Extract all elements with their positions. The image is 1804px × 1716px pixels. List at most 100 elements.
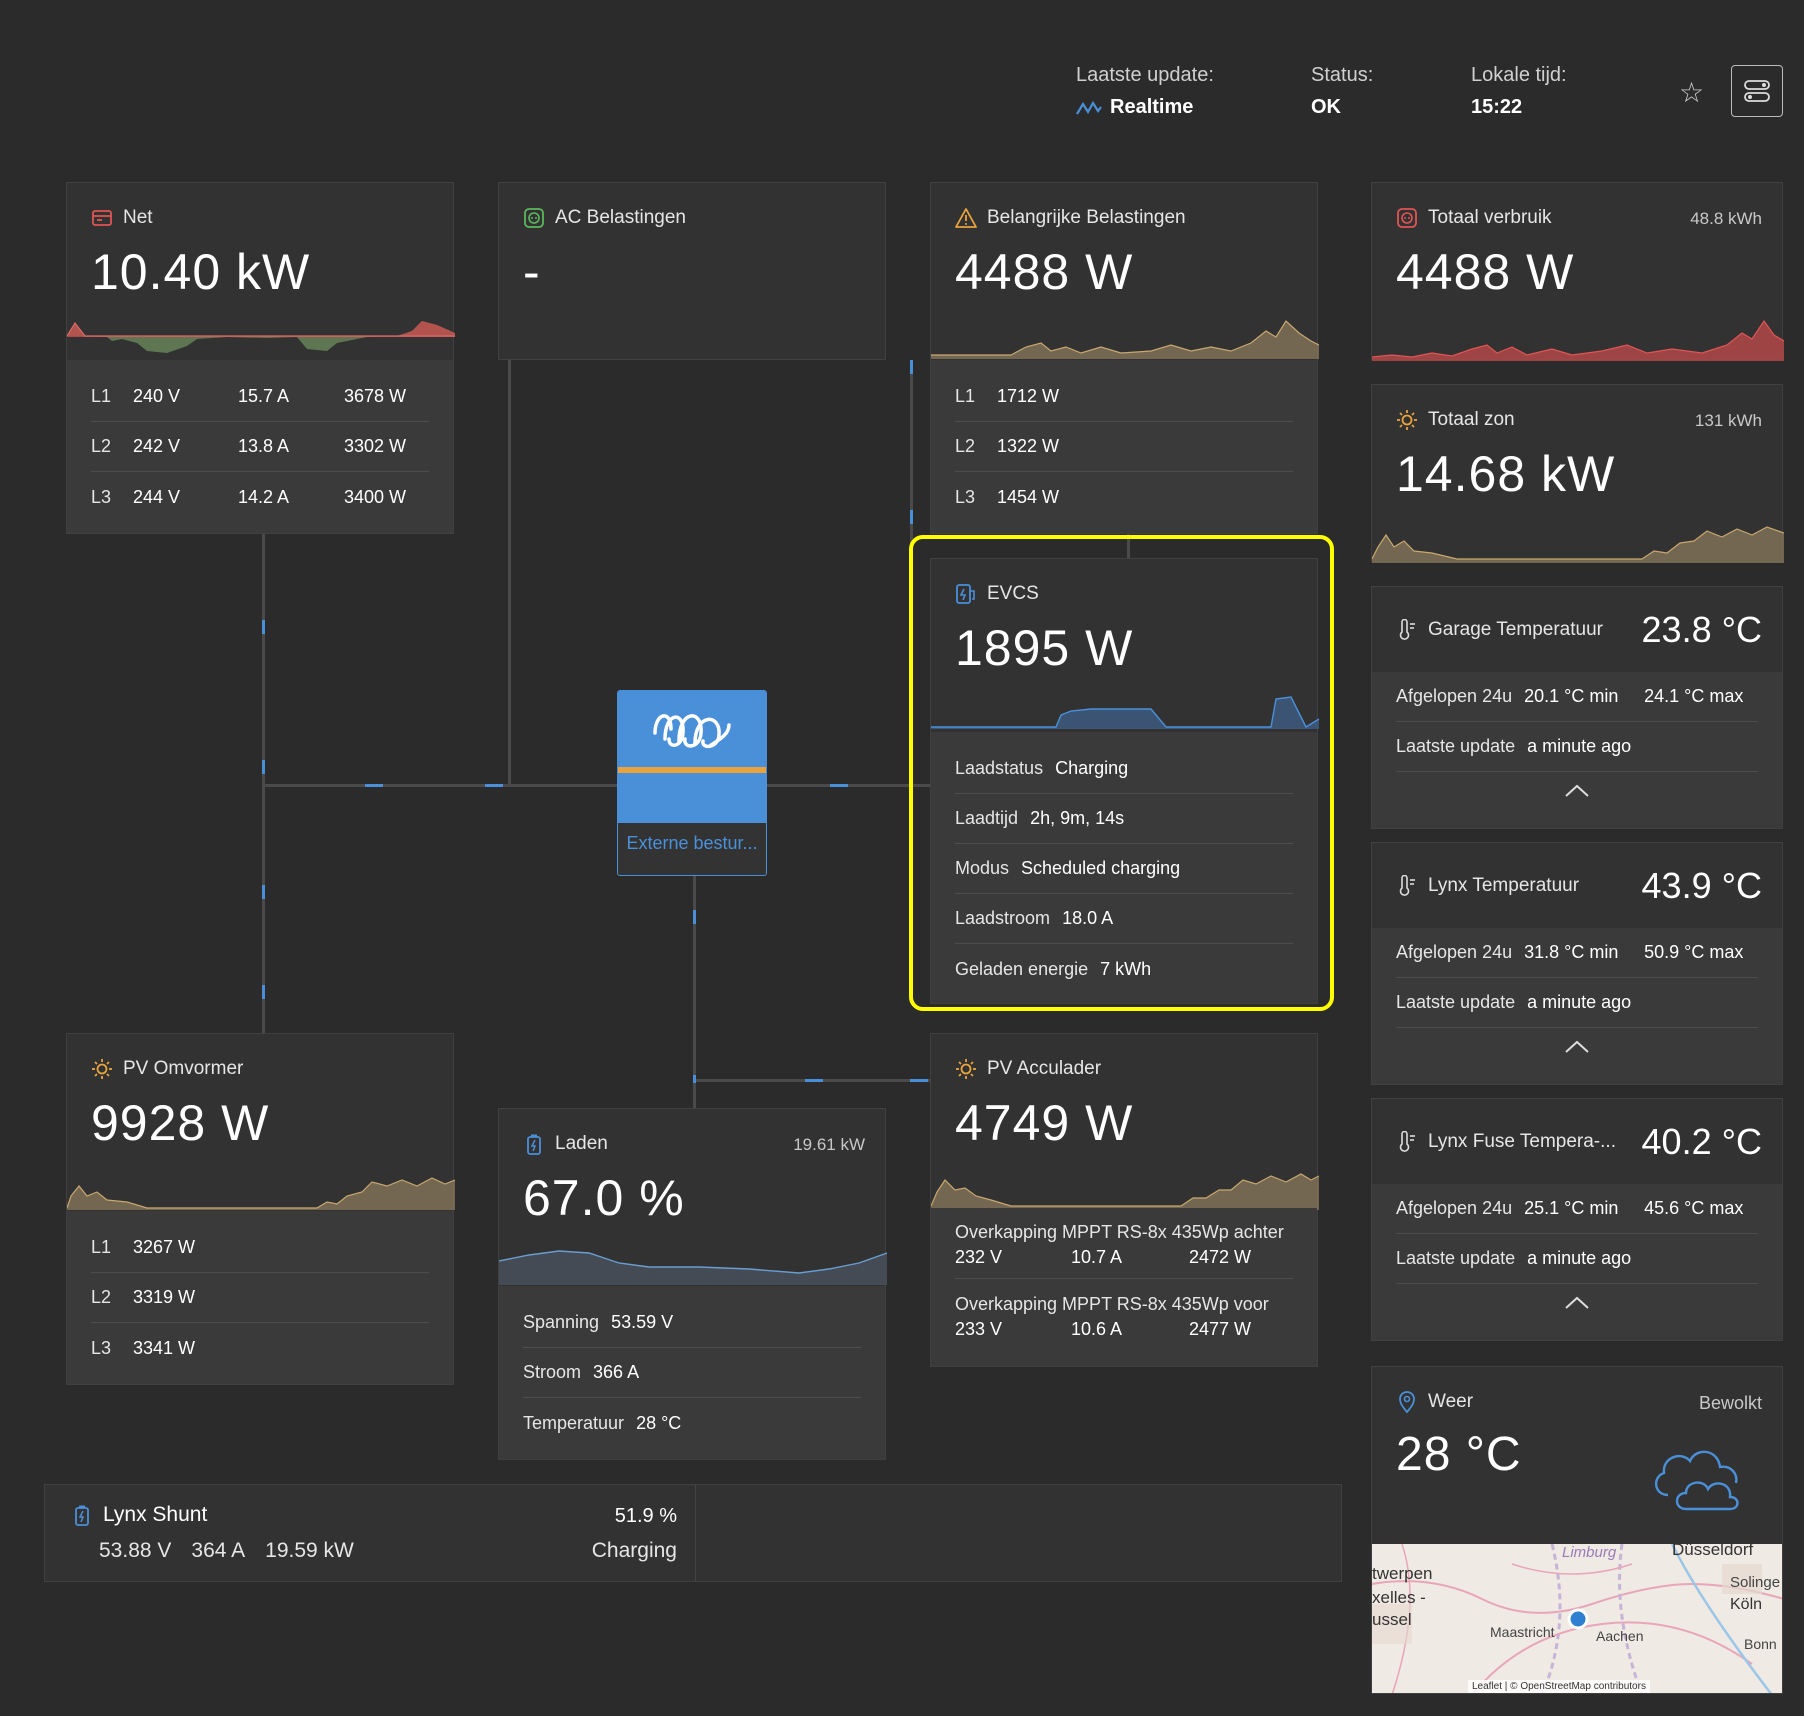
inverter-label: Externe bestur... [626,833,758,853]
status-value: OK [1311,96,1341,118]
battery-icon [527,1134,541,1155]
wire-ac-loads [508,360,511,787]
lynx-shunt-card[interactable]: Lynx Shunt 53.88 V 364 A 19.59 kW 51.9 % C… [44,1484,1342,1582]
map-attribution[interactable]: Leaflet | © OpenStreetMap contributors [1468,1680,1650,1693]
pv-inverter-title: PV Omvormer [123,1058,244,1079]
flow-dot [910,360,913,374]
battery-card[interactable]: Laden 19.61 kW 67.0 % Spanning 53.59 V St… [498,1108,887,1460]
total-consumption-card[interactable]: Totaal verbruik 48.8 kWh 4488 W [1371,182,1784,361]
chevron-up-icon [1565,1296,1589,1309]
net-row-l1: L1 240 V 15.7 A 3678 W [91,372,429,422]
flow-dot [830,784,848,787]
total-consumption-sparkline [1372,319,1784,361]
battery-title: Laden [555,1133,608,1154]
charger-2-name: Overkapping MPPT RS-8x 435Wp voor [955,1294,1269,1314]
pv-inverter-row-l2: L2 3319 W [91,1273,429,1323]
grid-icon [92,210,112,226]
net-title: Net [123,207,153,228]
ac-loads-card[interactable]: AC Belastingen - [498,182,886,360]
warning-icon [955,208,977,228]
map-label: Solinge [1730,1574,1781,1591]
map-label: Aachen [1596,1628,1644,1644]
flow-dot [693,1075,696,1083]
critical-sparkline [931,320,1319,359]
lynx-shunt-values: 53.88 V 364 A 19.59 kW [99,1539,354,1562]
total-consumption-value: 4488 W [1396,244,1575,300]
critical-loads-value: 4488 W [955,244,1134,300]
ac-loads-title: AC Belastingen [555,207,686,228]
layout-toggle-button[interactable] [1731,65,1783,117]
pv-charger-card[interactable]: PV Acculader 4749 W Overkapping MPPT RS-… [930,1033,1319,1367]
critical-row-l3: L3 1454 W [955,486,1060,507]
net-row-l3: L3 244 V 14.2 A 3400 W [91,486,407,507]
net-card[interactable]: Net 10.40 kW L1 240 V 15.7 A 3678 W L2 242 V… [66,182,455,534]
flow-dot [910,510,913,524]
flow-dot [262,985,265,999]
weather-value: 28 °C [1396,1428,1522,1481]
weather-map[interactable]: Limburg Düsseldorf twerpen xelles - usse… [1372,1540,1782,1693]
toggle-switches-icon [1744,80,1770,102]
map-label: ussel [1372,1610,1412,1629]
weather-card[interactable]: Weer Bewolkt 28 °C Limburg Düsseldorf tw… [1371,1366,1783,1694]
map-label: xelles - [1372,1588,1426,1607]
thermometer-icon [1399,875,1415,896]
flow-dot [262,620,265,634]
inverter-button[interactable]: Externe bestur... [617,690,767,876]
lynx-fuse-temp-card[interactable]: Lynx Fuse Tempera-... 40.2 °C Afgelopen … [1371,1098,1783,1341]
garage-temp-card[interactable]: Garage Temperatuur 23.8 °C Afgelopen 24u… [1371,586,1783,829]
map-label: Düsseldorf [1672,1540,1754,1559]
evcs-card[interactable]: EVCS 1895 W Laadstatus Charging Laadtijd 2… [930,558,1319,1004]
flow-dot [262,885,265,899]
pv-charger-title: PV Acculader [987,1058,1102,1079]
lynx-temp-update: Laatste update a minute ago [1396,978,1758,1028]
last-update-label: Laatste update: [1076,64,1214,86]
pv-inverter-value: 9928 W [91,1095,270,1151]
total-solar-value: 14.68 kW [1396,446,1616,502]
battery-row-voltage: Spanning 53.59 V [523,1298,861,1348]
location-pin-icon [1399,1391,1415,1413]
sun-icon [956,1059,976,1079]
lynx-temp-collapse-button[interactable] [1372,1040,1782,1059]
flow-dot [910,1079,928,1082]
net-sparkline [67,321,455,353]
cloud-icon [1655,1450,1739,1511]
ev-charger-icon [956,584,975,604]
lynx-fuse-temp-value: 40.2 °C [1641,1121,1762,1162]
garage-temp-value: 23.8 °C [1641,609,1762,650]
weather-condition: Bewolkt [1698,1393,1762,1413]
map-label: twerpen [1372,1564,1433,1583]
flow-dot [365,784,383,787]
lynx-fuse-temp-collapse-button[interactable] [1372,1296,1782,1315]
lynx-temp-range: Afgelopen 24u 31.8 °C min 50.9 °C max [1396,928,1758,978]
map-label: Limburg [1562,1544,1617,1561]
lynx-temp-card[interactable]: Lynx Temperatuur 43.9 °C Afgelopen 24u 31… [1371,842,1783,1085]
last-update: Realtime [1076,96,1193,119]
pv-inverter-sparkline [67,1177,455,1210]
pv-inverter-row-l3: L3 3341 W [91,1337,196,1358]
local-time-label: Lokale tijd: [1471,64,1567,86]
map-label: Maastricht [1490,1624,1555,1640]
status-label: Status: [1311,64,1374,86]
lynx-shunt-title: Lynx Shunt [103,1503,208,1526]
critical-loads-card[interactable]: Belangrijke Belastingen 4488 W L1 1712 W … [930,182,1319,534]
map-tiles [1372,1543,1782,1693]
victron-logo [618,691,766,767]
garage-temp-collapse-button[interactable] [1372,784,1782,803]
map-label: Bonn [1744,1636,1777,1652]
thermometer-icon [1399,1131,1415,1152]
charger-1: Overkapping MPPT RS-8x 435Wp achter 232 … [955,1222,1297,1268]
total-solar-card[interactable]: Totaal zon 131 kWh 14.68 kW [1371,384,1784,563]
flow-dot [805,1079,823,1082]
local-time-value: 15:22 [1471,96,1523,118]
chevron-up-icon [1565,784,1589,797]
outlet-icon [524,208,544,228]
victron-logo-icon [653,714,731,749]
favorite-star-icon[interactable]: ☆ [1679,77,1705,108]
pv-charger-value: 4749 W [955,1095,1134,1151]
critical-loads-title: Belangrijke Belastingen [987,207,1186,228]
thermometer-icon [1399,619,1415,640]
pv-inverter-card[interactable]: PV Omvormer 9928 W L1 3267 W L2 3319 W L3 3… [66,1033,455,1385]
battery-sparkline [499,1250,887,1285]
evcs-value: 1895 W [955,620,1134,676]
